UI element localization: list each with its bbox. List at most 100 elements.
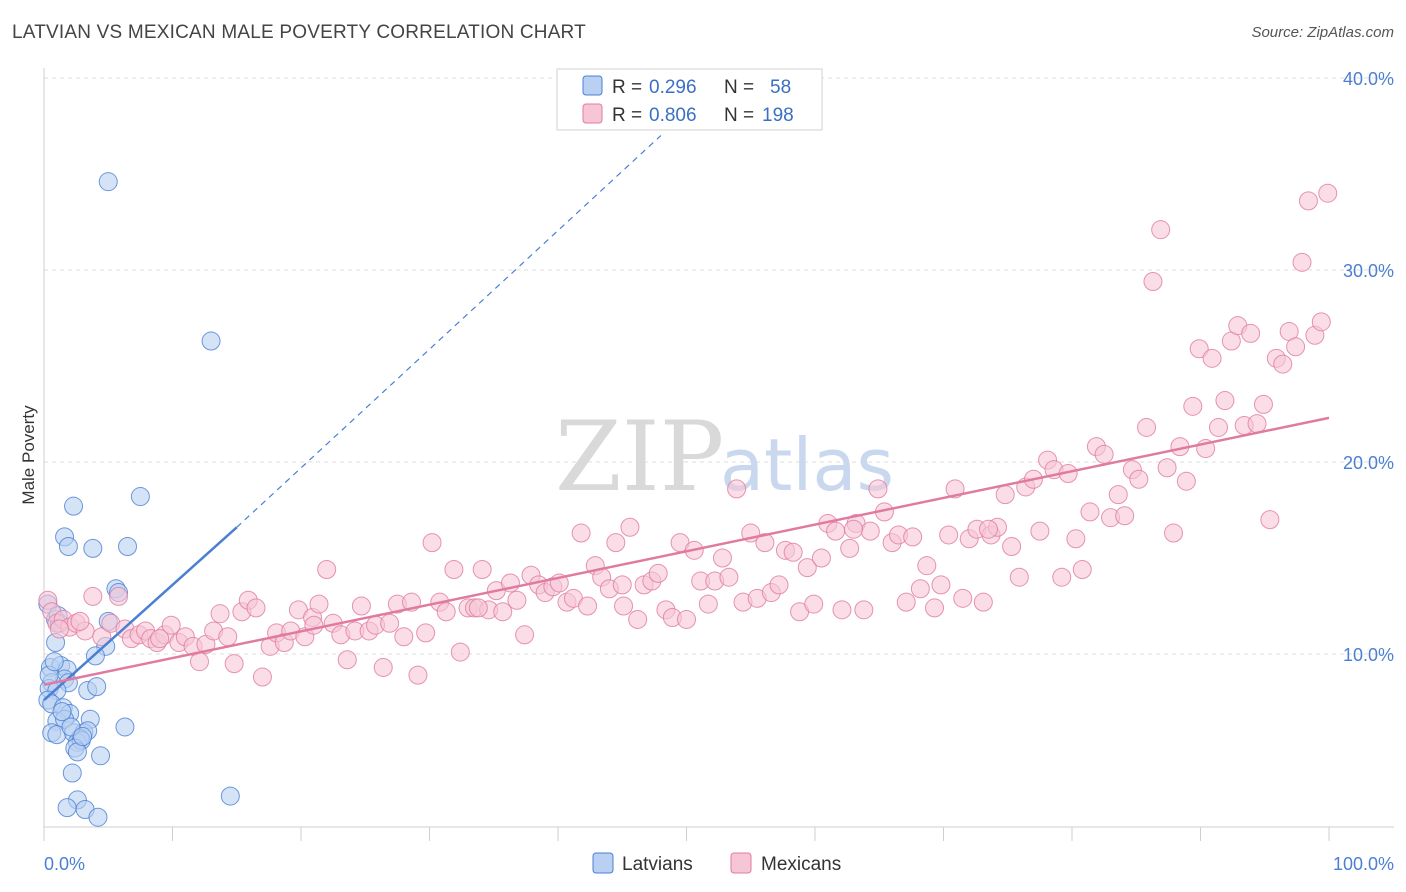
mexican-point-148 xyxy=(1080,502,1100,522)
mexican-point-87 xyxy=(648,563,668,583)
y-tick-label-0: 10.0% xyxy=(1343,645,1394,665)
latvian-swatch xyxy=(582,75,603,96)
mexican-point-25 xyxy=(210,604,230,624)
mexican-point-58 xyxy=(444,560,464,580)
mexican-point-168 xyxy=(1215,391,1235,411)
mexican-point-104 xyxy=(769,575,789,595)
mexican-point-186 xyxy=(70,611,90,631)
mexican-point-76 xyxy=(571,523,591,543)
mexican-point-184 xyxy=(1318,183,1338,203)
latvian-point-34 xyxy=(115,717,135,737)
watermark: ZIP atlas xyxy=(555,401,894,513)
mexican-point-185 xyxy=(49,619,69,639)
latvian-point-0 xyxy=(98,172,118,192)
mexican-point-68 xyxy=(515,625,535,645)
latvian-point-3 xyxy=(64,496,84,516)
mexican-point-159 xyxy=(1157,458,1177,478)
mexican-point-109 xyxy=(804,594,824,614)
watermark-zip: ZIP xyxy=(555,401,724,513)
mexican-point-51 xyxy=(394,627,414,647)
mexican-point-55 xyxy=(422,533,442,553)
mexican-point-106 xyxy=(783,542,803,562)
mexican-points xyxy=(38,183,1338,687)
mexican-point-147 xyxy=(1072,560,1092,580)
mexican-point-96 xyxy=(712,548,732,568)
mexican-point-155 xyxy=(1129,469,1149,489)
mexican-point-8 xyxy=(92,627,112,647)
mexican-point-167 xyxy=(1208,417,1228,437)
mexican-point-94 xyxy=(698,594,718,614)
mexican-point-179 xyxy=(1286,337,1306,357)
mexican-point-48 xyxy=(373,657,393,677)
mexican-point-98 xyxy=(727,479,747,499)
mexican-point-39 xyxy=(309,594,329,614)
mexican-n-value: 198 xyxy=(762,105,794,126)
mexican-point-146 xyxy=(1066,529,1086,549)
mexican-point-162 xyxy=(1176,471,1196,491)
stats-legend: R = 0.296 N = 58 R = 0.806 N = 198 xyxy=(556,68,823,131)
mexican-point-133 xyxy=(973,592,993,612)
latvian-point-49 xyxy=(57,798,77,818)
y-axis-label: Male Poverty xyxy=(19,405,38,505)
y-tick-label-3: 40.0% xyxy=(1343,69,1394,89)
latvian-n-value: 58 xyxy=(770,77,791,98)
mexican-trend-line xyxy=(43,416,1330,686)
y-tick-label-2: 30.0% xyxy=(1343,261,1394,281)
latvian-point-6 xyxy=(83,538,103,558)
mexican-point-137 xyxy=(1002,536,1022,556)
latvian-trend-extension xyxy=(236,135,662,528)
legend-mexicans-label: Mexicans xyxy=(761,854,841,875)
mexican-point-158 xyxy=(1151,220,1171,240)
mexican-point-141 xyxy=(1030,521,1050,541)
latvian-point-46 xyxy=(62,763,82,783)
latvian-trend-line xyxy=(43,526,238,702)
mexican-point-83 xyxy=(620,517,640,537)
mexican-r-label: R = xyxy=(612,105,642,126)
mexican-point-160 xyxy=(1164,523,1184,543)
mexican-point-156 xyxy=(1137,417,1157,437)
mexican-point-181 xyxy=(1298,191,1318,211)
mexican-point-57 xyxy=(436,602,456,622)
legend-mexicans-swatch xyxy=(730,852,752,874)
mexican-point-152 xyxy=(1108,485,1128,505)
trend-lines xyxy=(43,135,1330,702)
mexican-point-138 xyxy=(1009,567,1029,587)
chart-title: LATVIAN VS MEXICAN MALE POVERTY CORRELAT… xyxy=(12,22,586,43)
mexican-point-174 xyxy=(1253,394,1273,414)
latvian-r-label: R = xyxy=(612,77,642,98)
mexican-point-30 xyxy=(246,598,266,618)
latvian-point-5 xyxy=(58,536,78,556)
watermark-atlas: atlas xyxy=(720,423,894,507)
mexican-point-153 xyxy=(1115,506,1135,526)
mexican-point-114 xyxy=(840,538,860,558)
mexican-point-110 xyxy=(811,548,831,568)
mexican-point-188 xyxy=(304,615,324,635)
mexican-point-18 xyxy=(161,615,181,635)
mexican-point-192 xyxy=(978,519,998,539)
mexican-point-172 xyxy=(1241,323,1261,343)
latvian-point-26 xyxy=(87,677,107,697)
latvian-point-47 xyxy=(220,786,240,806)
mexican-point-128 xyxy=(939,525,959,545)
mexican-point-125 xyxy=(917,556,937,576)
x-tick-label-0: 0.0% xyxy=(44,854,85,874)
mexican-point-84 xyxy=(628,609,648,629)
mexican-point-31 xyxy=(252,667,272,687)
legend-latvians-swatch xyxy=(592,852,614,874)
latvian-point-55 xyxy=(44,652,64,672)
mexican-point-118 xyxy=(868,479,888,499)
grid-lines xyxy=(44,77,1394,655)
mexican-point-65 xyxy=(493,602,513,622)
y-tick-label-1: 20.0% xyxy=(1343,453,1394,473)
mexican-point-102 xyxy=(755,533,775,553)
latvian-point-51 xyxy=(88,807,108,827)
mexican-point-53 xyxy=(408,665,428,685)
mexican-point-177 xyxy=(1273,354,1293,374)
latvian-point-53 xyxy=(52,702,72,722)
mexican-point-108 xyxy=(797,558,817,578)
mexican-point-163 xyxy=(1183,396,1203,416)
latvian-r-value: 0.296 xyxy=(649,77,697,98)
mexican-point-117 xyxy=(860,521,880,541)
latvian-point-7 xyxy=(118,536,138,556)
